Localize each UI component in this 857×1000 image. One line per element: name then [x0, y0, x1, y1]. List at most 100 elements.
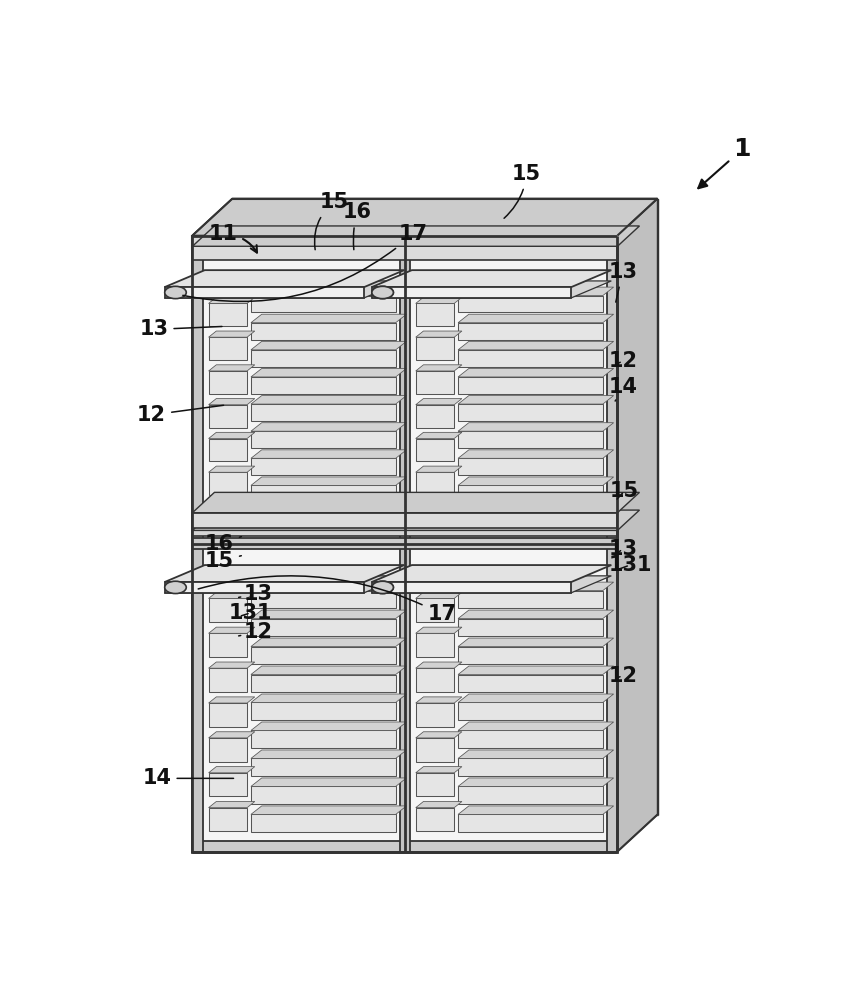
Polygon shape — [416, 439, 454, 461]
Polygon shape — [458, 666, 614, 675]
Polygon shape — [208, 801, 255, 808]
Text: 17: 17 — [198, 576, 457, 624]
Polygon shape — [251, 582, 406, 591]
Polygon shape — [165, 582, 364, 593]
Polygon shape — [458, 423, 614, 431]
Polygon shape — [416, 598, 454, 622]
Polygon shape — [399, 235, 411, 852]
Polygon shape — [458, 806, 614, 814]
Polygon shape — [251, 814, 396, 832]
Polygon shape — [458, 647, 602, 664]
Polygon shape — [193, 841, 617, 852]
Polygon shape — [251, 694, 406, 702]
Polygon shape — [208, 767, 255, 773]
Polygon shape — [458, 758, 602, 776]
Polygon shape — [416, 703, 454, 727]
Polygon shape — [458, 638, 614, 647]
Polygon shape — [372, 270, 611, 287]
Polygon shape — [416, 592, 462, 598]
Polygon shape — [416, 371, 454, 394]
Polygon shape — [208, 466, 255, 472]
Polygon shape — [372, 576, 611, 593]
Text: 1: 1 — [698, 137, 751, 188]
Polygon shape — [458, 702, 602, 720]
Polygon shape — [458, 431, 602, 448]
Text: 131: 131 — [608, 555, 651, 575]
Polygon shape — [208, 303, 247, 326]
Polygon shape — [193, 199, 657, 235]
Polygon shape — [208, 439, 247, 461]
Polygon shape — [372, 582, 572, 593]
Polygon shape — [251, 675, 396, 692]
Polygon shape — [251, 477, 406, 485]
Polygon shape — [458, 485, 602, 502]
Polygon shape — [617, 199, 657, 852]
Polygon shape — [458, 610, 614, 619]
Polygon shape — [416, 303, 454, 326]
Polygon shape — [251, 323, 396, 340]
Polygon shape — [208, 773, 247, 796]
Text: 12: 12 — [137, 405, 224, 425]
Polygon shape — [251, 722, 406, 730]
Polygon shape — [251, 431, 396, 448]
Text: 13: 13 — [608, 262, 638, 302]
Polygon shape — [208, 592, 255, 598]
Text: 16: 16 — [205, 534, 242, 554]
Polygon shape — [416, 697, 462, 703]
Polygon shape — [458, 513, 602, 529]
Polygon shape — [416, 466, 462, 472]
Polygon shape — [165, 270, 405, 287]
Text: 13: 13 — [140, 319, 222, 339]
Polygon shape — [372, 565, 611, 582]
Polygon shape — [208, 633, 247, 657]
Text: 14: 14 — [608, 377, 638, 401]
Polygon shape — [251, 485, 396, 502]
Polygon shape — [208, 365, 255, 371]
Polygon shape — [416, 732, 462, 738]
Polygon shape — [251, 377, 396, 394]
Polygon shape — [416, 801, 462, 808]
Polygon shape — [251, 513, 396, 529]
Text: 12: 12 — [238, 622, 273, 642]
Polygon shape — [416, 738, 454, 762]
Polygon shape — [165, 565, 405, 582]
Polygon shape — [372, 281, 611, 298]
Polygon shape — [458, 350, 602, 367]
Polygon shape — [193, 538, 617, 549]
Text: 12: 12 — [608, 351, 638, 371]
Polygon shape — [251, 404, 396, 421]
Polygon shape — [458, 750, 614, 758]
Polygon shape — [416, 767, 462, 773]
Polygon shape — [416, 331, 462, 337]
Polygon shape — [165, 287, 364, 298]
Polygon shape — [416, 808, 454, 831]
Polygon shape — [458, 404, 602, 421]
Polygon shape — [458, 582, 614, 591]
Polygon shape — [251, 368, 406, 377]
Text: 15: 15 — [504, 164, 541, 218]
Polygon shape — [458, 778, 614, 786]
Polygon shape — [251, 591, 396, 608]
Polygon shape — [251, 702, 396, 720]
Text: 131: 131 — [229, 603, 273, 623]
Polygon shape — [193, 235, 617, 249]
Polygon shape — [251, 750, 406, 758]
Ellipse shape — [372, 581, 393, 594]
Polygon shape — [458, 504, 614, 513]
Polygon shape — [458, 722, 614, 730]
Polygon shape — [208, 472, 247, 495]
Polygon shape — [416, 500, 462, 506]
Text: 16: 16 — [343, 202, 372, 250]
Polygon shape — [208, 500, 255, 506]
Polygon shape — [208, 506, 247, 529]
Polygon shape — [458, 377, 602, 394]
Polygon shape — [165, 576, 405, 593]
Polygon shape — [458, 477, 614, 485]
Polygon shape — [193, 235, 203, 852]
Polygon shape — [193, 199, 657, 235]
Polygon shape — [251, 296, 396, 312]
Polygon shape — [193, 226, 639, 246]
Polygon shape — [458, 675, 602, 692]
Polygon shape — [372, 287, 572, 298]
Polygon shape — [251, 610, 406, 619]
